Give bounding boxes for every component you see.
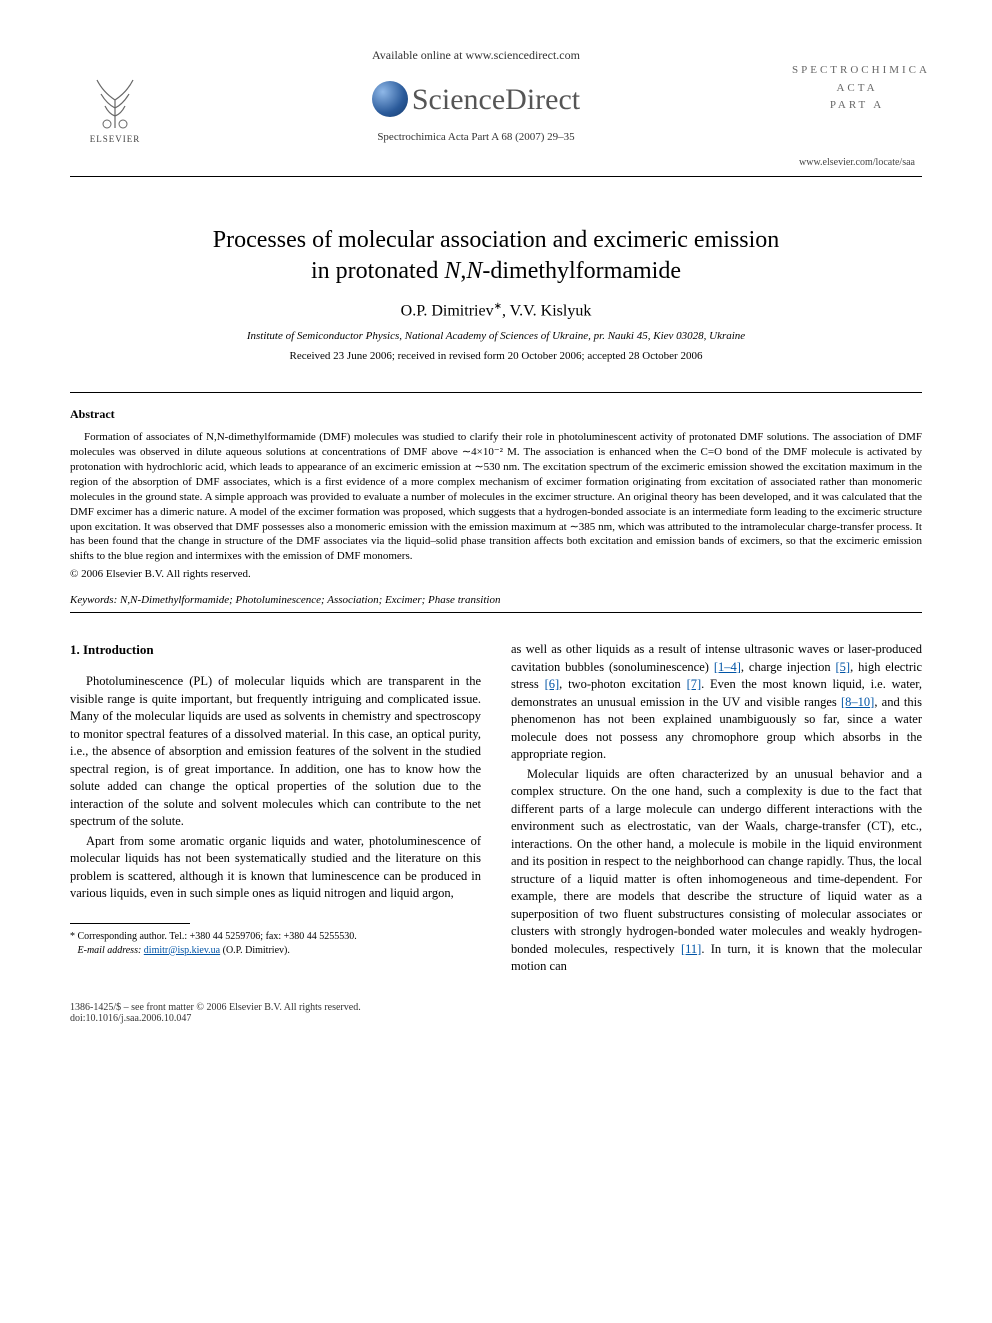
ref-link-1-4[interactable]: [1–4] [714, 660, 741, 674]
footer-issn-line: 1386-1425/$ – see front matter © 2006 El… [70, 1002, 361, 1013]
journal-url: www.elsevier.com/locate/saa [792, 157, 922, 168]
elsevier-label: ELSEVIER [70, 134, 160, 144]
body-columns: 1. Introduction Photoluminescence (PL) o… [70, 641, 922, 978]
footer-left: 1386-1425/$ – see front matter © 2006 El… [70, 1002, 361, 1024]
intro-para-4: Molecular liquids are often characterize… [511, 766, 922, 976]
ref-link-7[interactable]: [7] [687, 677, 702, 691]
corr-email-line: E-mail address: dimitr@isp.kiev.ua (O.P.… [70, 944, 481, 958]
citation-line: Spectrochimica Acta Part A 68 (2007) 29–… [160, 131, 792, 143]
article-title: Processes of molecular association and e… [130, 225, 862, 287]
email-label: E-mail address: [78, 945, 142, 956]
keywords-label: Keywords: [70, 594, 117, 606]
corresponding-footnote: * Corresponding author. Tel.: +380 44 52… [70, 930, 481, 958]
email-link[interactable]: dimitr@isp.kiev.ua [144, 945, 220, 956]
keywords-line: Keywords: N,N-Dimethylformamide; Photolu… [70, 594, 922, 606]
abstract-heading: Abstract [70, 407, 922, 422]
sciencedirect-text: ScienceDirect [412, 83, 580, 117]
intro-para-2: Apart from some aromatic organic liquids… [70, 833, 481, 903]
elsevier-logo-block: ELSEVIER [70, 40, 160, 144]
corr-author-line: * Corresponding author. Tel.: +380 44 52… [70, 930, 481, 944]
intro-para-3: as well as other liquids as a result of … [511, 641, 922, 764]
ref-link-6[interactable]: [6] [545, 677, 560, 691]
footnote-rule [70, 923, 190, 924]
journal-name-line1: SPECTROCHIMICA [792, 62, 922, 80]
abstract-bottom-rule [70, 612, 922, 613]
header-rule [70, 176, 922, 177]
keywords-text: N,N-Dimethylformamide; Photoluminescence… [120, 594, 500, 606]
center-header: Available online at www.sciencedirect.co… [160, 40, 792, 143]
journal-name-line3: PART A [792, 97, 922, 115]
ref-link-8-10[interactable]: [8–10] [841, 695, 874, 709]
sciencedirect-logo: ScienceDirect [372, 73, 580, 117]
affiliation: Institute of Semiconductor Physics, Nati… [70, 330, 922, 342]
abstract-top-rule [70, 392, 922, 393]
right-column: as well as other liquids as a result of … [511, 641, 922, 978]
journal-name-line2: ACTA [792, 80, 922, 98]
ref-link-5[interactable]: [5] [836, 660, 851, 674]
abstract-copyright: © 2006 Elsevier B.V. All rights reserved… [70, 568, 922, 580]
email-suffix: (O.P. Dimitriev). [223, 945, 290, 956]
page-footer: 1386-1425/$ – see front matter © 2006 El… [70, 1002, 922, 1024]
elsevier-tree-icon [85, 70, 145, 130]
sciencedirect-globe-icon [372, 81, 408, 117]
article-dates: Received 23 June 2006; received in revis… [70, 350, 922, 362]
ref-link-11[interactable]: [11] [681, 942, 701, 956]
intro-heading: 1. Introduction [70, 641, 481, 659]
intro-para-1: Photoluminescence (PL) of molecular liqu… [70, 673, 481, 831]
page-header: ELSEVIER Available online at www.science… [70, 40, 922, 168]
journal-title-box: SPECTROCHIMICA ACTA PART A www.elsevier.… [792, 40, 922, 168]
abstract-body: Formation of associates of N,N-dimethylf… [70, 430, 922, 564]
left-column: 1. Introduction Photoluminescence (PL) o… [70, 641, 481, 978]
available-online-text: Available online at www.sciencedirect.co… [160, 48, 792, 63]
footer-doi-line: doi:10.1016/j.saa.2006.10.047 [70, 1013, 361, 1024]
authors: O.P. Dimitriev∗, V.V. Kislyuk [70, 301, 922, 320]
